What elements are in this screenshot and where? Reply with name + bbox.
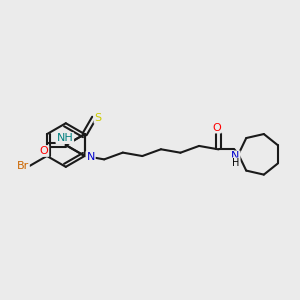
Text: O: O (40, 146, 48, 156)
Text: N: N (86, 152, 95, 162)
Text: O: O (212, 123, 221, 133)
Text: N: N (231, 151, 240, 161)
Text: NH: NH (56, 133, 73, 143)
Text: Br: Br (17, 161, 29, 171)
Text: S: S (94, 113, 102, 123)
Text: H: H (232, 158, 239, 168)
